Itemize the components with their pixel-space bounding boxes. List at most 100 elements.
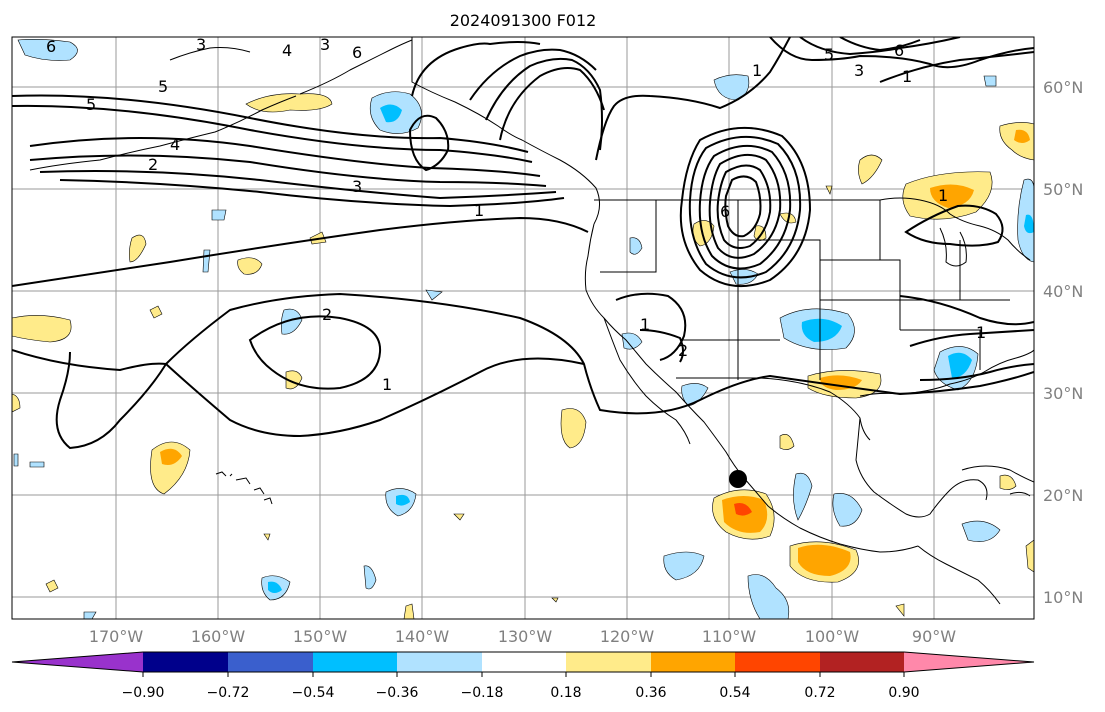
fill-positive [237,257,263,275]
lon-label: 130°W [498,627,553,646]
contour-label: 3 [854,61,864,80]
colorbar-segment [12,652,143,672]
lon-label: 150°W [293,627,348,646]
fill-negative [1024,214,1034,234]
contour-label: 1 [976,323,986,342]
fill-positive [1025,539,1034,573]
contour-label: 1 [902,67,912,86]
fill-negative [832,493,863,527]
fill-negative [380,104,402,123]
colorbar-tick-label: 0.18 [550,685,581,701]
fill-positive [753,225,767,241]
fill-positive [999,474,1017,490]
colorbar-tick-label: −0.18 [461,685,504,701]
latitude-labels: 60°N 50°N 40°N 30°N 20°N 10°N [1043,78,1083,607]
lon-label: 170°W [89,627,144,646]
map-title: 2024091300 F012 [450,11,597,30]
colorbar-tick-label: −0.72 [207,685,250,701]
fill-negative [801,318,842,342]
fill-positive [560,408,587,449]
fill-positive [734,503,752,516]
lat-label: 30°N [1043,384,1083,403]
fill-positive [820,375,862,390]
lon-label: 90°W [912,627,956,646]
colorbar-segment [143,652,228,672]
fill-positive [895,603,905,617]
colorbar-segment [313,652,397,672]
contour-label: 5 [158,77,168,96]
fill-positive [551,597,559,603]
fill-negative [83,611,97,619]
fill-negative [961,520,1001,542]
contour-label: 1 [752,61,762,80]
fill-negative [425,289,443,301]
lat-label: 20°N [1043,486,1083,505]
lon-label: 100°W [805,627,860,646]
fill-negative [983,75,997,87]
fill-negative [211,209,227,221]
fill-negative [747,574,790,619]
lat-label: 40°N [1043,282,1083,301]
colorbar-segment [228,652,313,672]
colorbar-segment [820,652,904,672]
longitude-labels: 170°W 160°W 150°W 140°W 130°W 120°W 110°… [89,627,956,646]
fill-negative [13,453,19,467]
fill-positive [263,533,271,541]
contour-label: 4 [282,41,292,60]
map-panel: 6 3 4 3 6 5 5 4 2 3 1 1 6 2 1 2 1 1 1 5 [11,35,1035,620]
lon-label: 140°W [395,627,450,646]
colorbar-tick-label: −0.54 [292,685,335,701]
lon-label: 160°W [191,627,246,646]
lat-label: 10°N [1043,588,1083,607]
colorbar-tick-label: 0.90 [888,685,919,701]
lat-label: 60°N [1043,78,1083,97]
fill-negative [629,237,643,255]
lat-label: 50°N [1043,180,1083,199]
contour-label: 2 [322,305,332,324]
contour-label: 5 [824,45,834,64]
colorbar-tick-label: 0.54 [719,685,750,701]
fill-negative [281,308,303,335]
fill-positive [779,434,795,450]
colorbar-tick-label: 0.36 [635,685,666,701]
anomaly-fills [12,39,1034,619]
fill-negative [713,74,750,101]
colorbar-tick-label: −0.90 [122,685,165,701]
map-background [12,37,1034,619]
contour-label: 6 [894,41,904,60]
contour-label: 4 [170,135,180,154]
colorbar-tick-label: −0.36 [376,685,419,701]
contour-label: 3 [352,177,362,196]
fill-positive [45,579,59,593]
contour-label: 3 [320,35,330,54]
contour-label: 1 [938,186,948,205]
fill-negative [396,494,410,506]
fill-negative [268,581,282,593]
contour-label: 1 [474,201,484,220]
map-frame [11,36,1035,620]
fill-positive [129,234,147,263]
contour-label: 6 [352,43,362,62]
colorbar-segment [482,652,566,672]
contour-label: 5 [86,95,96,114]
fill-positive [12,393,21,413]
colorbar-segment [397,652,482,672]
lon-label: 110°W [702,627,757,646]
fill-positive [160,448,182,465]
fill-positive [403,603,415,619]
contour-label: 6 [720,202,730,221]
fill-positive [825,185,833,195]
coastlines [29,37,1034,605]
fill-positive [12,315,72,343]
colorbar-segment [904,652,1034,672]
contour-lines [12,37,1034,450]
fill-negative [17,39,78,61]
fill-positive [798,544,851,576]
fill-negative [663,551,705,581]
colorbar-segment [651,652,735,672]
fill-positive [453,513,465,521]
colorbar-tick-label: 0.72 [804,685,835,701]
fill-positive [149,305,163,319]
fill-positive [1014,129,1030,143]
contour-label: 1 [640,315,650,334]
